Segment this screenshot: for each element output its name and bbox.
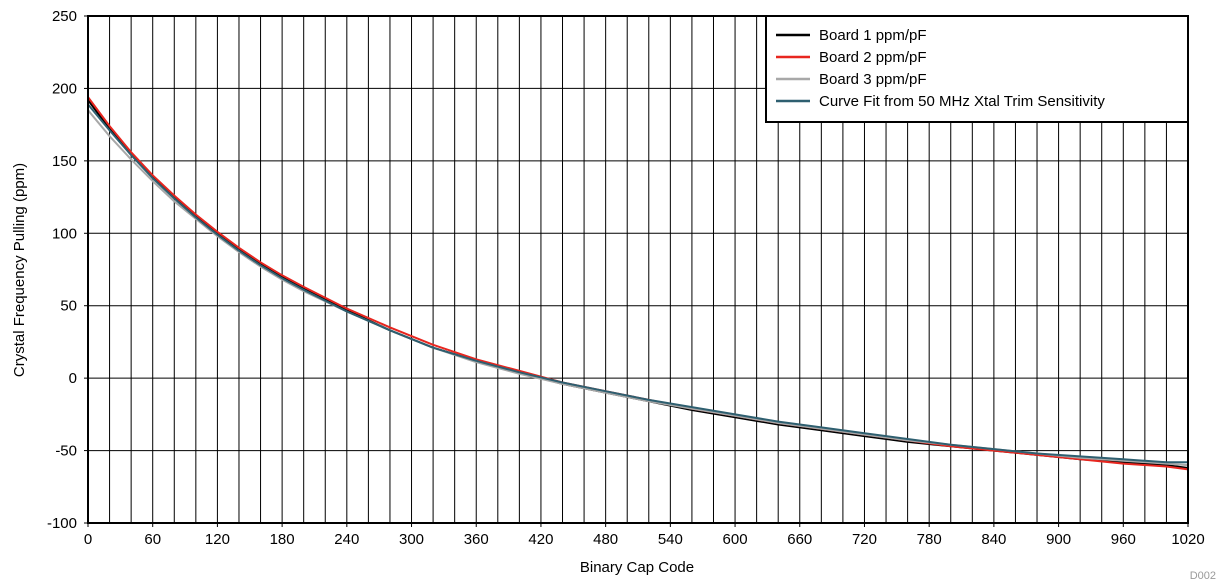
y-tick-label: 150 <box>52 153 77 170</box>
y-tick-label: -50 <box>55 443 77 460</box>
x-tick-label: 240 <box>334 531 359 548</box>
series-lines <box>87 96 1189 471</box>
x-tick-label: 1020 <box>1171 531 1204 548</box>
series-line-3 <box>87 109 1189 467</box>
x-tick-label: 540 <box>658 531 683 548</box>
x-tick-label: 300 <box>399 531 424 548</box>
tick-labels: 0 60 120 180 240 300 360 420 480 540 600 660 720 780 8… <box>47 8 1205 548</box>
legend-label: Board 2 ppm/pF <box>819 49 927 66</box>
x-tick-label: 180 <box>270 531 295 548</box>
y-tick-label: 0 <box>69 370 77 387</box>
x-tick-label: 0 <box>84 531 92 548</box>
series-line-2 <box>87 96 1189 471</box>
y-tick-label: 200 <box>52 80 77 97</box>
plot-frame <box>87 15 1189 524</box>
x-tick-label: 120 <box>205 531 230 548</box>
legend-label: Board 3 ppm/pF <box>819 71 927 88</box>
x-tick-label: 420 <box>528 531 553 548</box>
x-tick-label: 60 <box>144 531 161 548</box>
x-tick-label: 600 <box>723 531 748 548</box>
y-tick-label: 100 <box>52 225 77 242</box>
y-tick-label: 250 <box>52 8 77 25</box>
x-axis-label: Binary Cap Code <box>580 559 694 576</box>
legend-box <box>765 15 1189 123</box>
x-tick-label: 780 <box>917 531 942 548</box>
legend: Board 1 ppm/pF Board 2 ppm/pF Board 3 ppm/… <box>765 15 1189 123</box>
legend-label: Board 1 ppm/pF <box>819 27 927 44</box>
plot-border <box>87 15 1189 524</box>
y-tick-label: 50 <box>60 298 77 315</box>
x-tick-label: 720 <box>852 531 877 548</box>
series-line-4 <box>87 103 1188 464</box>
x-tick-label: 480 <box>593 531 618 548</box>
x-tick-label: 900 <box>1046 531 1071 548</box>
figure-id-watermark: D002 <box>1190 570 1216 581</box>
y-axis-label: Crystal Frequency Pulling (ppm) <box>11 163 28 377</box>
x-tick-label: 660 <box>787 531 812 548</box>
y-tick-label: -100 <box>47 515 77 532</box>
series-line-1 <box>87 99 1189 469</box>
x-tick-label: 840 <box>981 531 1006 548</box>
x-tick-label: 960 <box>1111 531 1136 548</box>
legend-label: Curve Fit from 50 MHz Xtal Trim Sensitiv… <box>819 93 1105 110</box>
x-tick-label: 360 <box>464 531 489 548</box>
